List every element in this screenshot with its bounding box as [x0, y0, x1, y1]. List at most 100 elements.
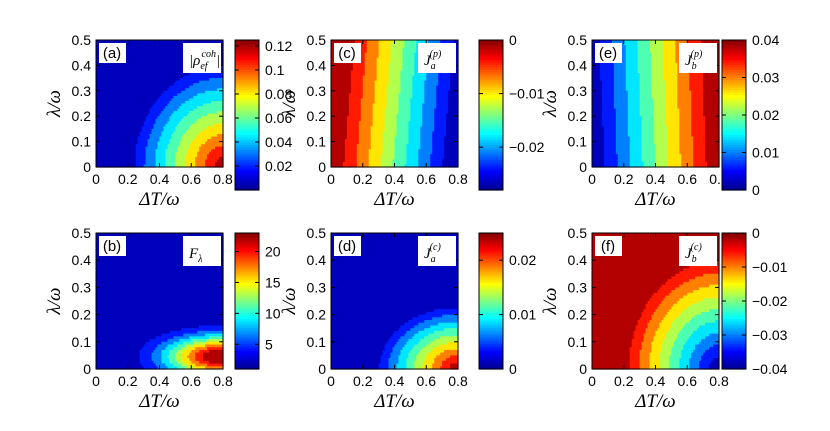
contour-cell [169, 50, 172, 54]
contour-cell [179, 80, 182, 84]
contour-cell [191, 93, 194, 97]
contour-cell [96, 78, 99, 82]
contour-cell [165, 57, 169, 61]
contour-cell [203, 85, 206, 89]
contour-cell [115, 80, 119, 84]
contour-cell [195, 98, 198, 102]
contour-cell [177, 95, 180, 100]
contour-cell [145, 52, 149, 56]
contour-cell [221, 95, 224, 100]
contour-cell [157, 85, 161, 89]
contour-cell [179, 75, 182, 79]
contour-cell [183, 98, 186, 102]
contour-cell [96, 70, 99, 74]
contour-cell [103, 80, 107, 84]
contour-cell [165, 70, 169, 74]
contour-cell [161, 98, 165, 102]
contour-cell [96, 88, 99, 92]
contour-cell [129, 47, 133, 51]
contour-cell [101, 95, 105, 100]
contour-cell [96, 103, 99, 107]
contour-cell [129, 65, 133, 69]
contour-cell [99, 100, 103, 105]
contour-cell [113, 95, 117, 100]
contour-cell [219, 88, 222, 92]
contour-cell [211, 90, 214, 94]
contour-cell [141, 103, 145, 107]
contour-cell [143, 85, 147, 89]
contour-cell [113, 100, 117, 105]
contour-cell [163, 83, 167, 87]
contour-cell [161, 93, 165, 97]
contour-cell [199, 83, 202, 87]
contour-cell [115, 98, 119, 102]
colorbar-tick-label: 0.12 [265, 38, 292, 54]
contour-cell [137, 45, 141, 49]
contour-cell [123, 103, 127, 107]
contour-cell [115, 83, 119, 87]
contour-cell [147, 65, 151, 69]
contour-cell [129, 62, 133, 66]
contour-cell [159, 80, 163, 84]
contour-cell [123, 90, 127, 94]
contour-cell [161, 90, 165, 94]
contour-cell [101, 75, 105, 79]
contour-cell [173, 88, 176, 92]
contour-cell [125, 45, 129, 49]
contour-cell [209, 100, 212, 105]
contour-cell [167, 52, 171, 56]
contour-cell [133, 78, 137, 82]
contour-cell [105, 100, 109, 105]
contour-cell [145, 80, 149, 84]
contour-cell [97, 88, 101, 92]
contour-cell [121, 62, 125, 66]
contour-cell [143, 40, 147, 44]
contour-cell [139, 55, 143, 59]
y-tick-label: 0.1 [72, 134, 92, 150]
contour-cell [141, 50, 145, 54]
contour-cell [175, 95, 178, 100]
contour-cell [147, 75, 151, 79]
contour-cell [159, 57, 163, 61]
contour-cell [173, 62, 176, 66]
contour-cell [195, 88, 198, 92]
contour-cell [211, 85, 214, 89]
contour-cell [163, 93, 167, 97]
contour-cell [105, 88, 109, 92]
contour-cell [133, 42, 137, 46]
contour-cell [199, 100, 202, 105]
contour-cell [109, 98, 113, 102]
contour-cell [123, 80, 127, 84]
contour-cell [143, 78, 147, 82]
contour-cell [153, 40, 157, 44]
contour-cell [137, 83, 141, 87]
contour-cell [151, 85, 155, 89]
contour-cell [127, 73, 131, 77]
contour-cell [96, 52, 99, 56]
contour-cell [105, 83, 109, 87]
contour-cell [211, 75, 214, 79]
contour-cell [151, 103, 155, 107]
contour-cell [109, 88, 113, 92]
contour-cell [143, 65, 147, 69]
contour-cell [109, 73, 113, 77]
contour-cell [219, 80, 222, 84]
contour-cell [153, 57, 157, 61]
contour-cell [97, 62, 101, 66]
contour-cell [119, 62, 123, 66]
contour-cell [151, 55, 155, 59]
contour-cell [125, 80, 129, 84]
contour-cell [131, 45, 135, 49]
contour-cell [137, 40, 141, 44]
contour-cell [217, 85, 220, 89]
contour-cell [167, 67, 171, 72]
contour-cell [149, 75, 153, 79]
contour-cell [193, 100, 196, 105]
contour-cell [125, 85, 129, 89]
contour-cell [105, 98, 109, 102]
contour-cell [175, 78, 178, 82]
contour-cell [123, 100, 127, 105]
contour-cell [171, 70, 174, 74]
contour-cell [147, 70, 151, 74]
contour-cell [153, 98, 157, 102]
